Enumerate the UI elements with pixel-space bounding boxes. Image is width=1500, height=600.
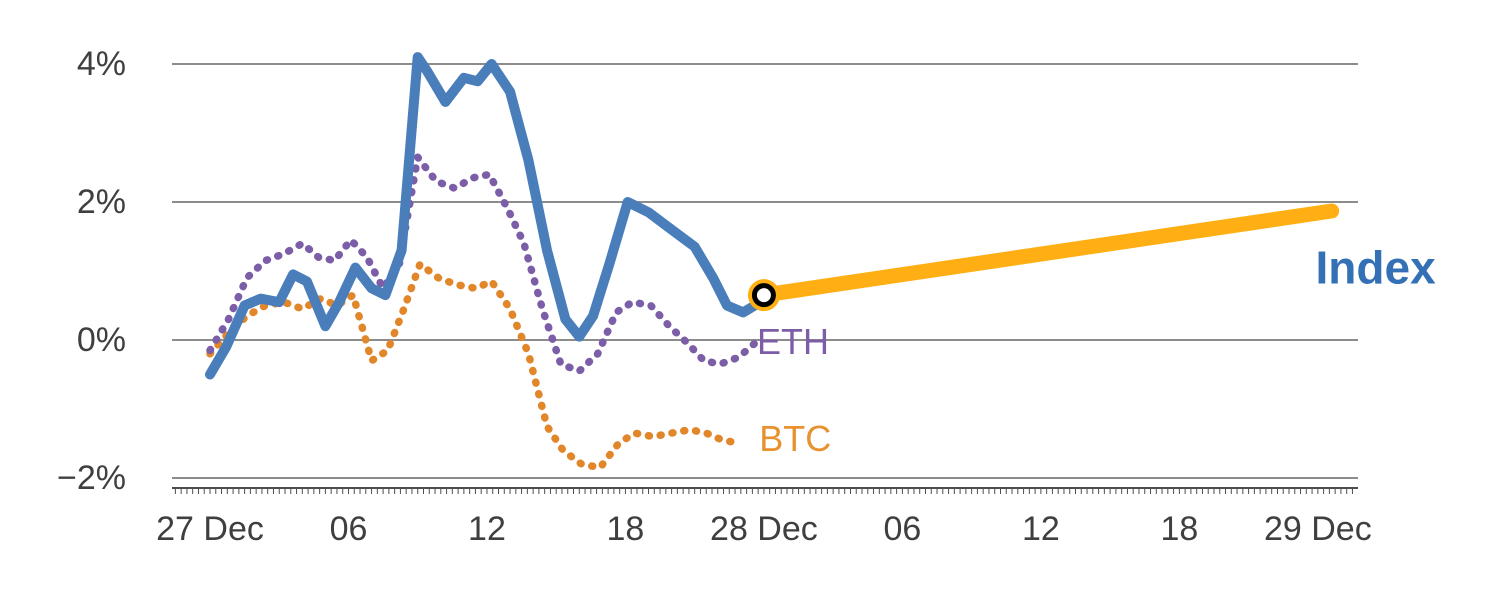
- index-projection-line: [756, 203, 1340, 303]
- x-axis-tick-label: 27 Dec: [156, 510, 264, 548]
- btc-label: BTC: [759, 418, 831, 459]
- x-axis-tick-label: 06: [330, 510, 368, 548]
- x-axis-tick-label: 29 Dec: [1264, 510, 1372, 548]
- current-value-marker: [751, 283, 776, 308]
- x-axis-tick-label: 18: [607, 510, 645, 548]
- x-axis-tick-label: 12: [1022, 510, 1060, 548]
- eth-label: ETH: [757, 321, 829, 362]
- btc-line: [206, 260, 745, 472]
- x-axis-tick-label: 06: [883, 510, 921, 548]
- y-axis-tick-label: 4%: [77, 45, 126, 83]
- y-axis-tick-label: 0%: [77, 321, 126, 359]
- index-projection-label: Index: [1316, 242, 1437, 294]
- x-axis-tick-label: 28 Dec: [710, 510, 818, 548]
- y-axis-tick-label: −2%: [57, 459, 126, 497]
- y-axis-tick-label: 2%: [77, 183, 126, 221]
- index-line: [205, 52, 769, 380]
- x-axis-tick-label: 12: [468, 510, 506, 548]
- x-axis-tick-label: 18: [1160, 510, 1198, 548]
- eth-line: [206, 153, 759, 375]
